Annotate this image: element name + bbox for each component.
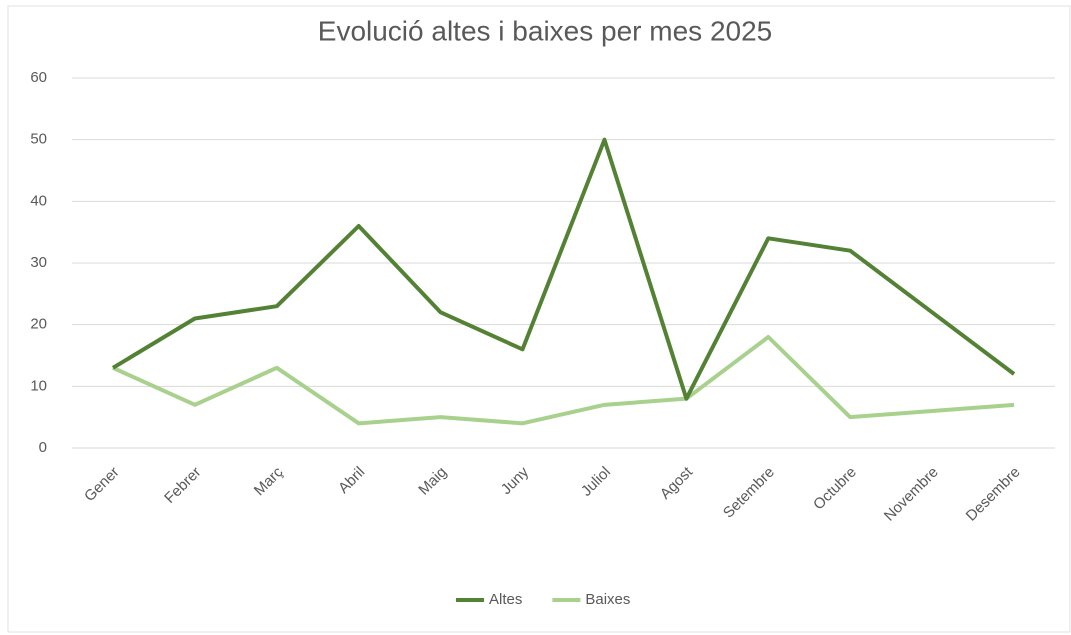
y-tick-label: 20 [30, 316, 47, 333]
chart-title: Evolució altes i baixes per mes 2025 [318, 15, 772, 46]
y-tick-label: 60 [30, 69, 47, 86]
series-line [111, 137, 1016, 401]
y-tick-label: 0 [39, 439, 47, 456]
legend-label: Baixes [585, 591, 630, 608]
legend-label: Altes [489, 591, 522, 608]
y-tick-label: 10 [30, 377, 47, 394]
y-tick-label: 40 [30, 192, 47, 209]
series-line [112, 335, 1015, 426]
y-tick-label: 30 [30, 254, 47, 271]
y-tick-label: 50 [30, 131, 47, 148]
chart-border [7, 5, 1071, 633]
